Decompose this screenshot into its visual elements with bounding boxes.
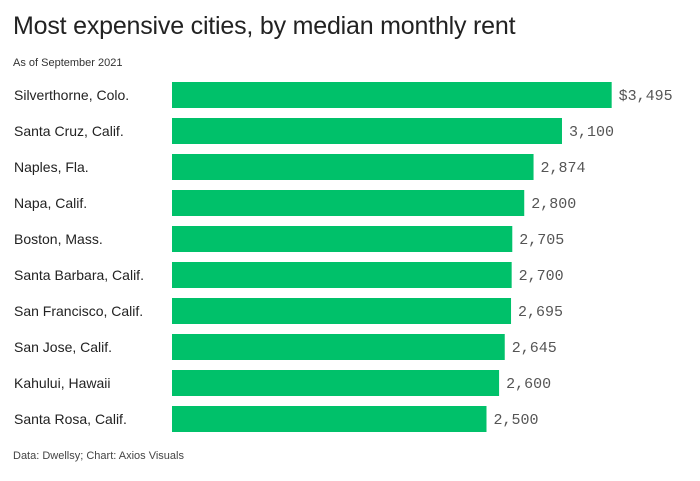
bar	[172, 298, 512, 324]
category-label: Santa Rosa, Calif.	[14, 411, 127, 427]
source-note: Data: Dwellsy; Chart: Axios Visuals	[13, 450, 184, 462]
bar	[172, 370, 500, 396]
category-label: Santa Cruz, Calif.	[14, 123, 124, 139]
bar	[172, 334, 505, 360]
bar-row: Napa, Calif. 2,800	[14, 190, 576, 216]
value-label: 2,700	[519, 268, 564, 285]
bar-row: Silverthorne, Colo. $3,495	[14, 82, 673, 108]
bar-row: Boston, Mass. 2,705	[14, 226, 564, 252]
bar	[172, 118, 562, 144]
value-label: 2,695	[518, 304, 563, 321]
category-label: Naples, Fla.	[14, 159, 89, 175]
chart-title: Most expensive cities, by median monthly…	[13, 12, 516, 40]
category-label: Santa Barbara, Calif.	[14, 267, 144, 283]
bar-row: Santa Cruz, Calif. 3,100	[14, 118, 614, 144]
bar	[172, 154, 534, 180]
chart-subtitle: As of September 2021	[13, 57, 123, 69]
bar-row: Santa Barbara, Calif. 2,700	[14, 262, 564, 288]
value-label: $3,495	[619, 88, 673, 105]
category-label: San Jose, Calif.	[14, 339, 112, 355]
bar-row: Naples, Fla. 2,874	[14, 154, 586, 180]
category-label: Silverthorne, Colo.	[14, 87, 129, 103]
bar-row: San Jose, Calif. 2,645	[14, 334, 557, 360]
bar	[172, 82, 612, 108]
bar	[172, 190, 525, 216]
bar-row: Santa Rosa, Calif. 2,500	[14, 406, 539, 432]
category-label: San Francisco, Calif.	[14, 303, 143, 319]
bar-row: Kahului, Hawaii 2,600	[14, 370, 551, 396]
value-label: 2,705	[519, 232, 564, 249]
value-label: 2,800	[531, 196, 576, 213]
category-label: Kahului, Hawaii	[14, 375, 111, 391]
value-label: 2,874	[541, 160, 586, 177]
value-label: 2,600	[506, 376, 551, 393]
bar	[172, 406, 487, 432]
bar	[172, 262, 512, 288]
category-label: Boston, Mass.	[14, 231, 103, 247]
value-label: 2,500	[494, 412, 539, 429]
value-label: 2,645	[512, 340, 557, 357]
bar-row: San Francisco, Calif. 2,695	[14, 298, 563, 324]
bar	[172, 226, 513, 252]
value-label: 3,100	[569, 124, 614, 141]
category-label: Napa, Calif.	[14, 195, 87, 211]
